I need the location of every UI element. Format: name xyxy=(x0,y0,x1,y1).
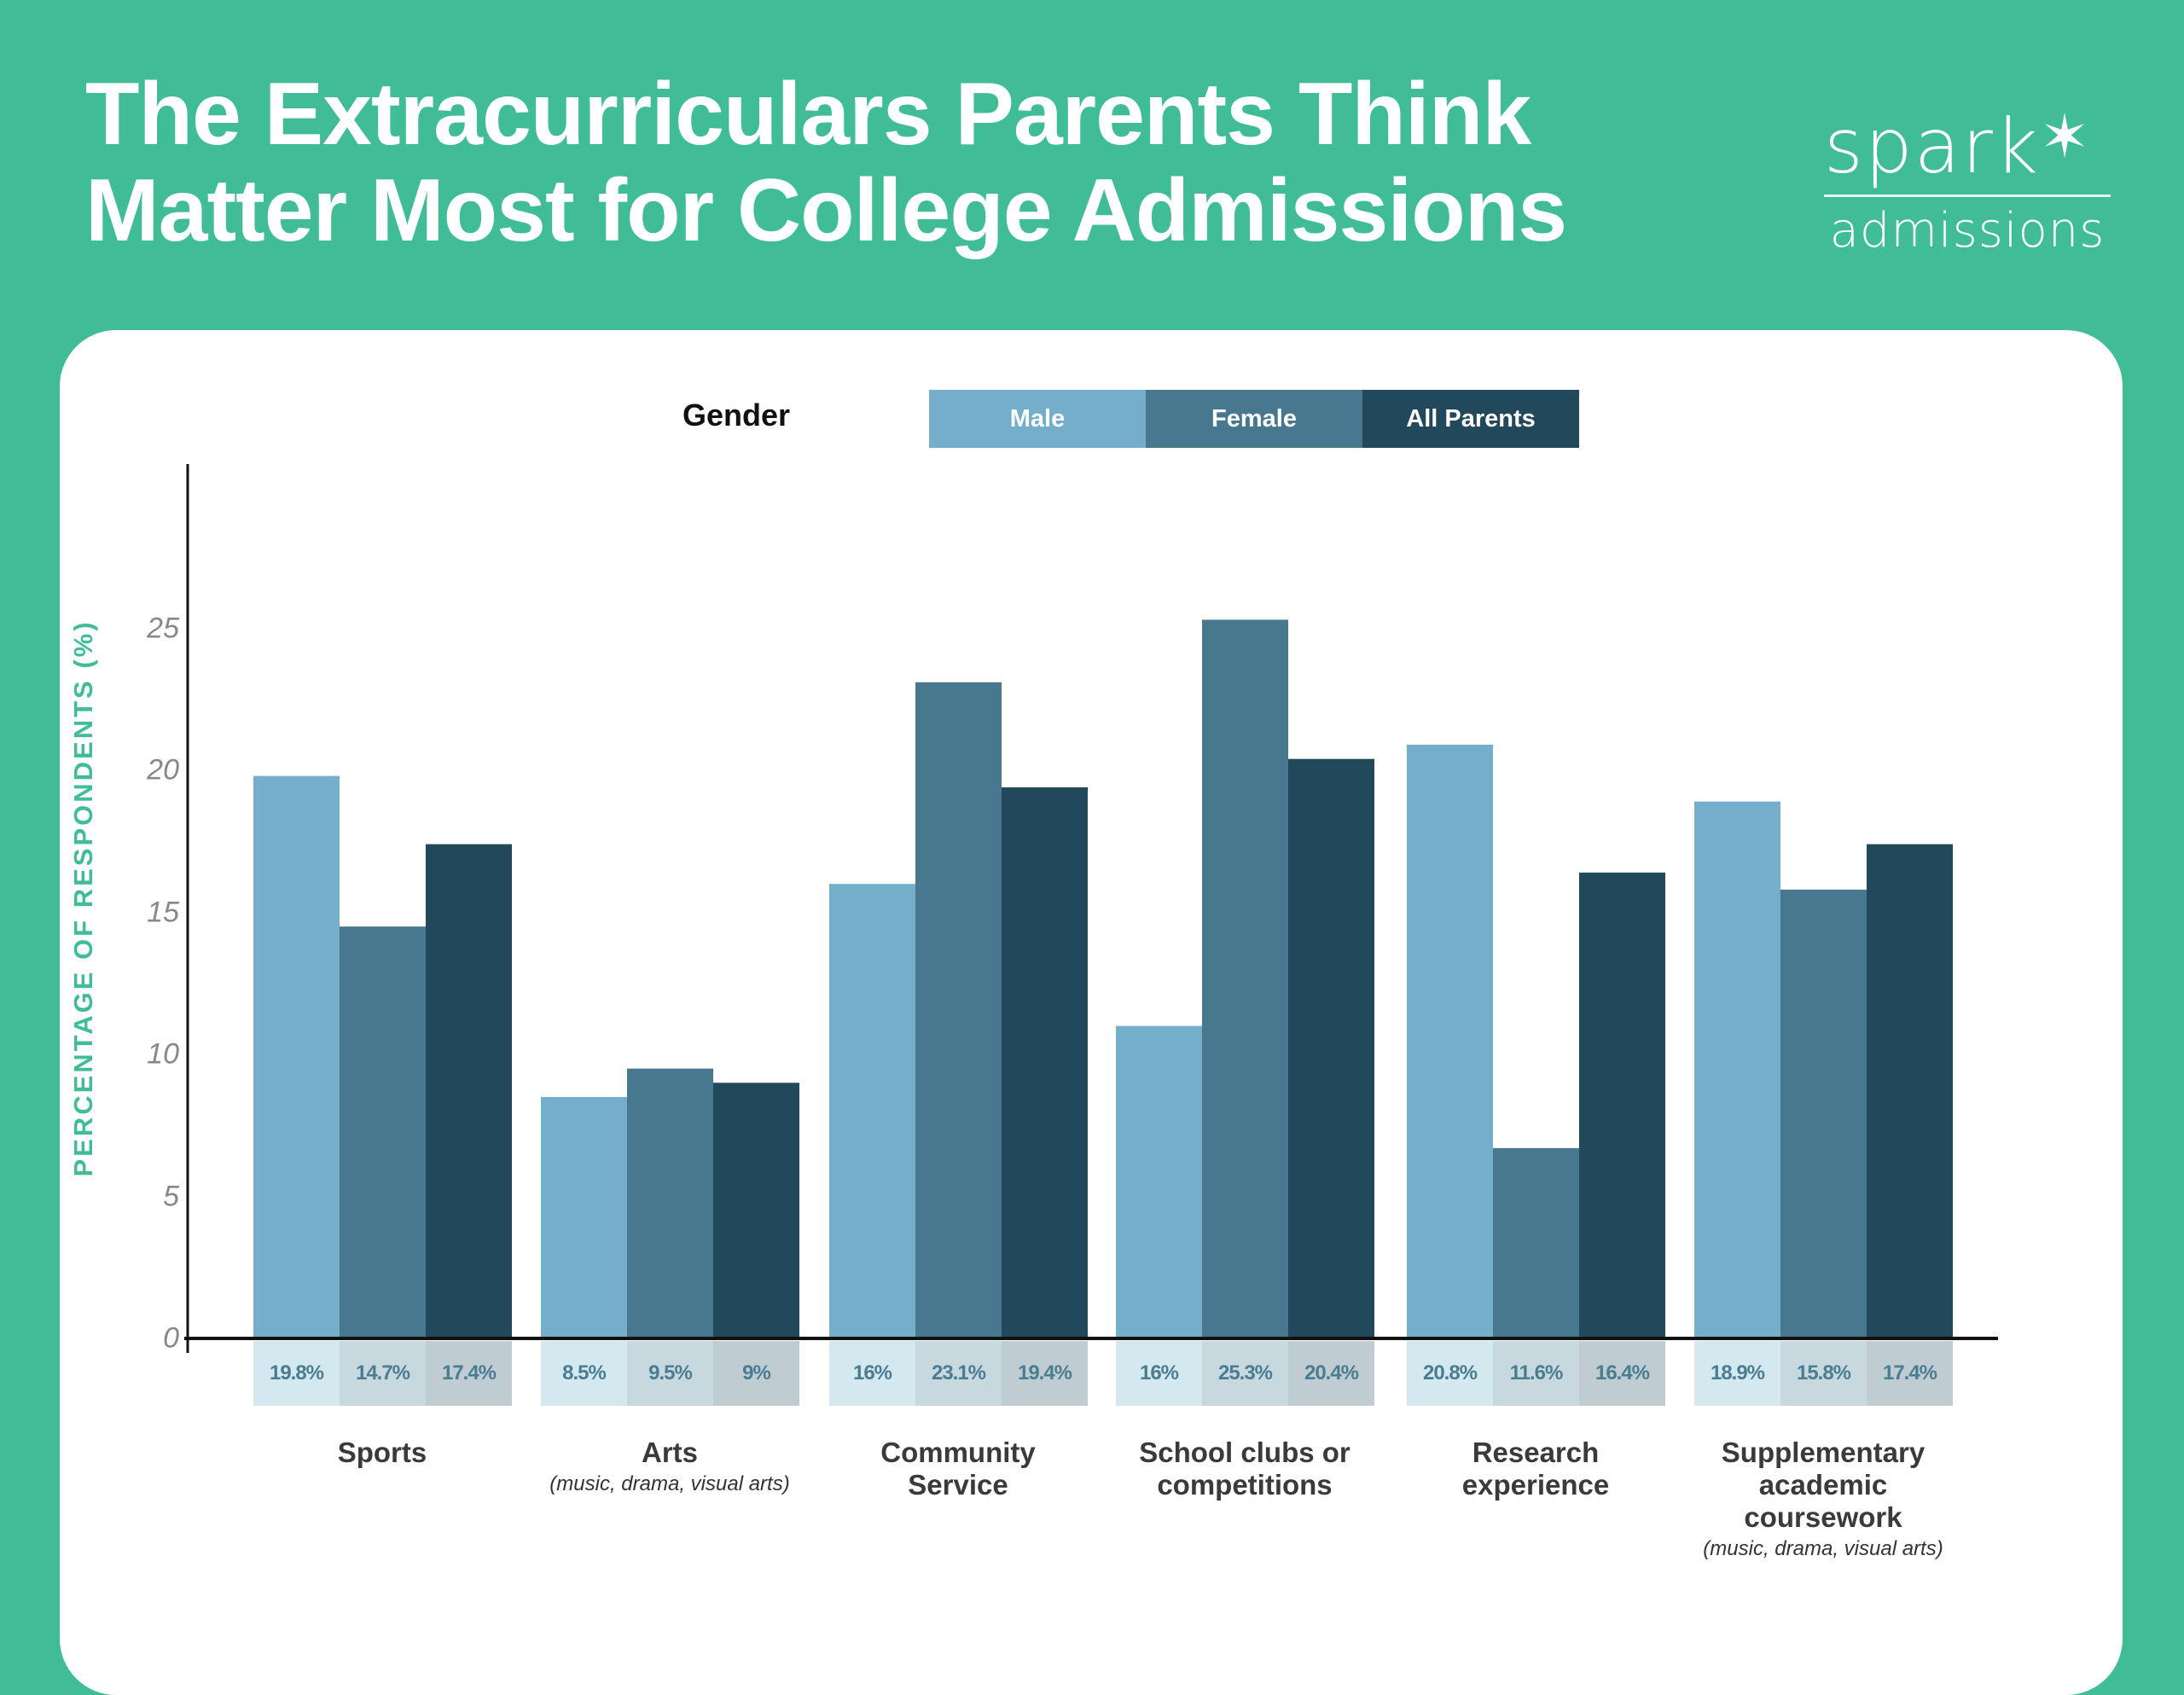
category-label: Community Service xyxy=(860,1437,1056,1501)
y-tick-label: 10 xyxy=(147,1037,179,1071)
category-label: Sports xyxy=(246,1437,519,1469)
category-name: Sports xyxy=(337,1437,427,1468)
logo-divider xyxy=(1824,194,2111,197)
data-label: 25.3% xyxy=(1202,1341,1288,1406)
bar-all-parents xyxy=(426,844,512,1338)
star-icon: ✶ xyxy=(2039,102,2092,171)
bar-all-parents xyxy=(1002,787,1088,1338)
data-label: 14.7% xyxy=(340,1341,426,1406)
data-label: 17.4% xyxy=(1867,1341,1953,1406)
data-label: 23.1% xyxy=(915,1341,1002,1406)
data-label: 16% xyxy=(829,1341,915,1406)
y-tick-label: 20 xyxy=(147,753,179,787)
data-label: 9% xyxy=(713,1341,799,1406)
data-label: 19.4% xyxy=(1002,1341,1088,1406)
bar-female xyxy=(340,926,426,1338)
page-title: The Extracurriculars Parents Think Matte… xyxy=(85,65,1567,260)
bar-female xyxy=(1202,619,1288,1338)
bar-female xyxy=(1780,889,1867,1338)
category-name: Supplementary academic coursework xyxy=(1721,1437,1926,1533)
bar-male xyxy=(1116,1025,1202,1338)
data-label: 9.5% xyxy=(627,1341,713,1406)
category-name: School clubs or competitions xyxy=(1139,1437,1350,1501)
bar-all-parents xyxy=(1867,844,1953,1338)
y-tick-label: 5 xyxy=(163,1180,179,1212)
data-label: 11.6% xyxy=(1493,1341,1579,1406)
legend-title: Gender xyxy=(682,398,791,432)
data-label: 20.4% xyxy=(1288,1341,1374,1406)
category-subtitle: (music, drama, visual arts) xyxy=(1703,1537,1943,1560)
category-label: Arts (music, drama, visual arts) xyxy=(533,1437,806,1500)
y-tick-label: 25 xyxy=(147,612,179,644)
data-label: 16.4% xyxy=(1579,1341,1665,1406)
bar-male xyxy=(1407,745,1493,1338)
category-label: School clubs or competitions xyxy=(1117,1437,1373,1501)
bar-all-parents xyxy=(713,1083,799,1338)
bar-female xyxy=(627,1068,713,1338)
bar-male xyxy=(1694,801,1780,1338)
legend-male: Male xyxy=(929,390,1146,448)
bar-all-parents xyxy=(1288,758,1374,1338)
data-label: 15.8% xyxy=(1780,1341,1867,1406)
legend-female: Female xyxy=(1146,390,1362,448)
data-label: 18.9% xyxy=(1694,1341,1780,1406)
category-name: Community Service xyxy=(880,1437,1036,1501)
title-line-1: The Extracurriculars Parents Think xyxy=(85,65,1531,164)
y-tick-label: 15 xyxy=(147,896,179,928)
bar-male xyxy=(253,775,340,1338)
title-line-2: Matter Most for College Admissions xyxy=(85,161,1567,260)
category-label: Research experience xyxy=(1442,1437,1629,1501)
data-label: 8.5% xyxy=(541,1341,627,1406)
data-label: 19.8% xyxy=(253,1341,340,1406)
logo-word-admissions: admissions xyxy=(1829,203,2106,258)
data-label: 17.4% xyxy=(426,1341,512,1406)
bar-male xyxy=(541,1096,627,1338)
category-subtitle: (music, drama, visual arts) xyxy=(549,1472,790,1495)
bar-all-parents xyxy=(1579,872,1665,1338)
category-name: Arts xyxy=(641,1437,699,1468)
bar-female xyxy=(1493,1147,1579,1338)
category-label: Supplementary academic coursework (music,… xyxy=(1703,1437,1943,1564)
y-tick-label: 0 xyxy=(163,1321,179,1355)
data-label: 20.8% xyxy=(1407,1341,1493,1406)
legend-all-parents: All Parents xyxy=(1362,390,1579,448)
category-name: Research experience xyxy=(1461,1437,1610,1501)
logo-word-spark: spark xyxy=(1824,102,2040,190)
spark-admissions-logo: spark✶ admissions xyxy=(1824,94,2111,258)
bar-female xyxy=(915,682,1002,1338)
data-label: 16% xyxy=(1116,1341,1202,1406)
bar-male xyxy=(829,884,915,1338)
bar-chart xyxy=(184,464,1998,1353)
